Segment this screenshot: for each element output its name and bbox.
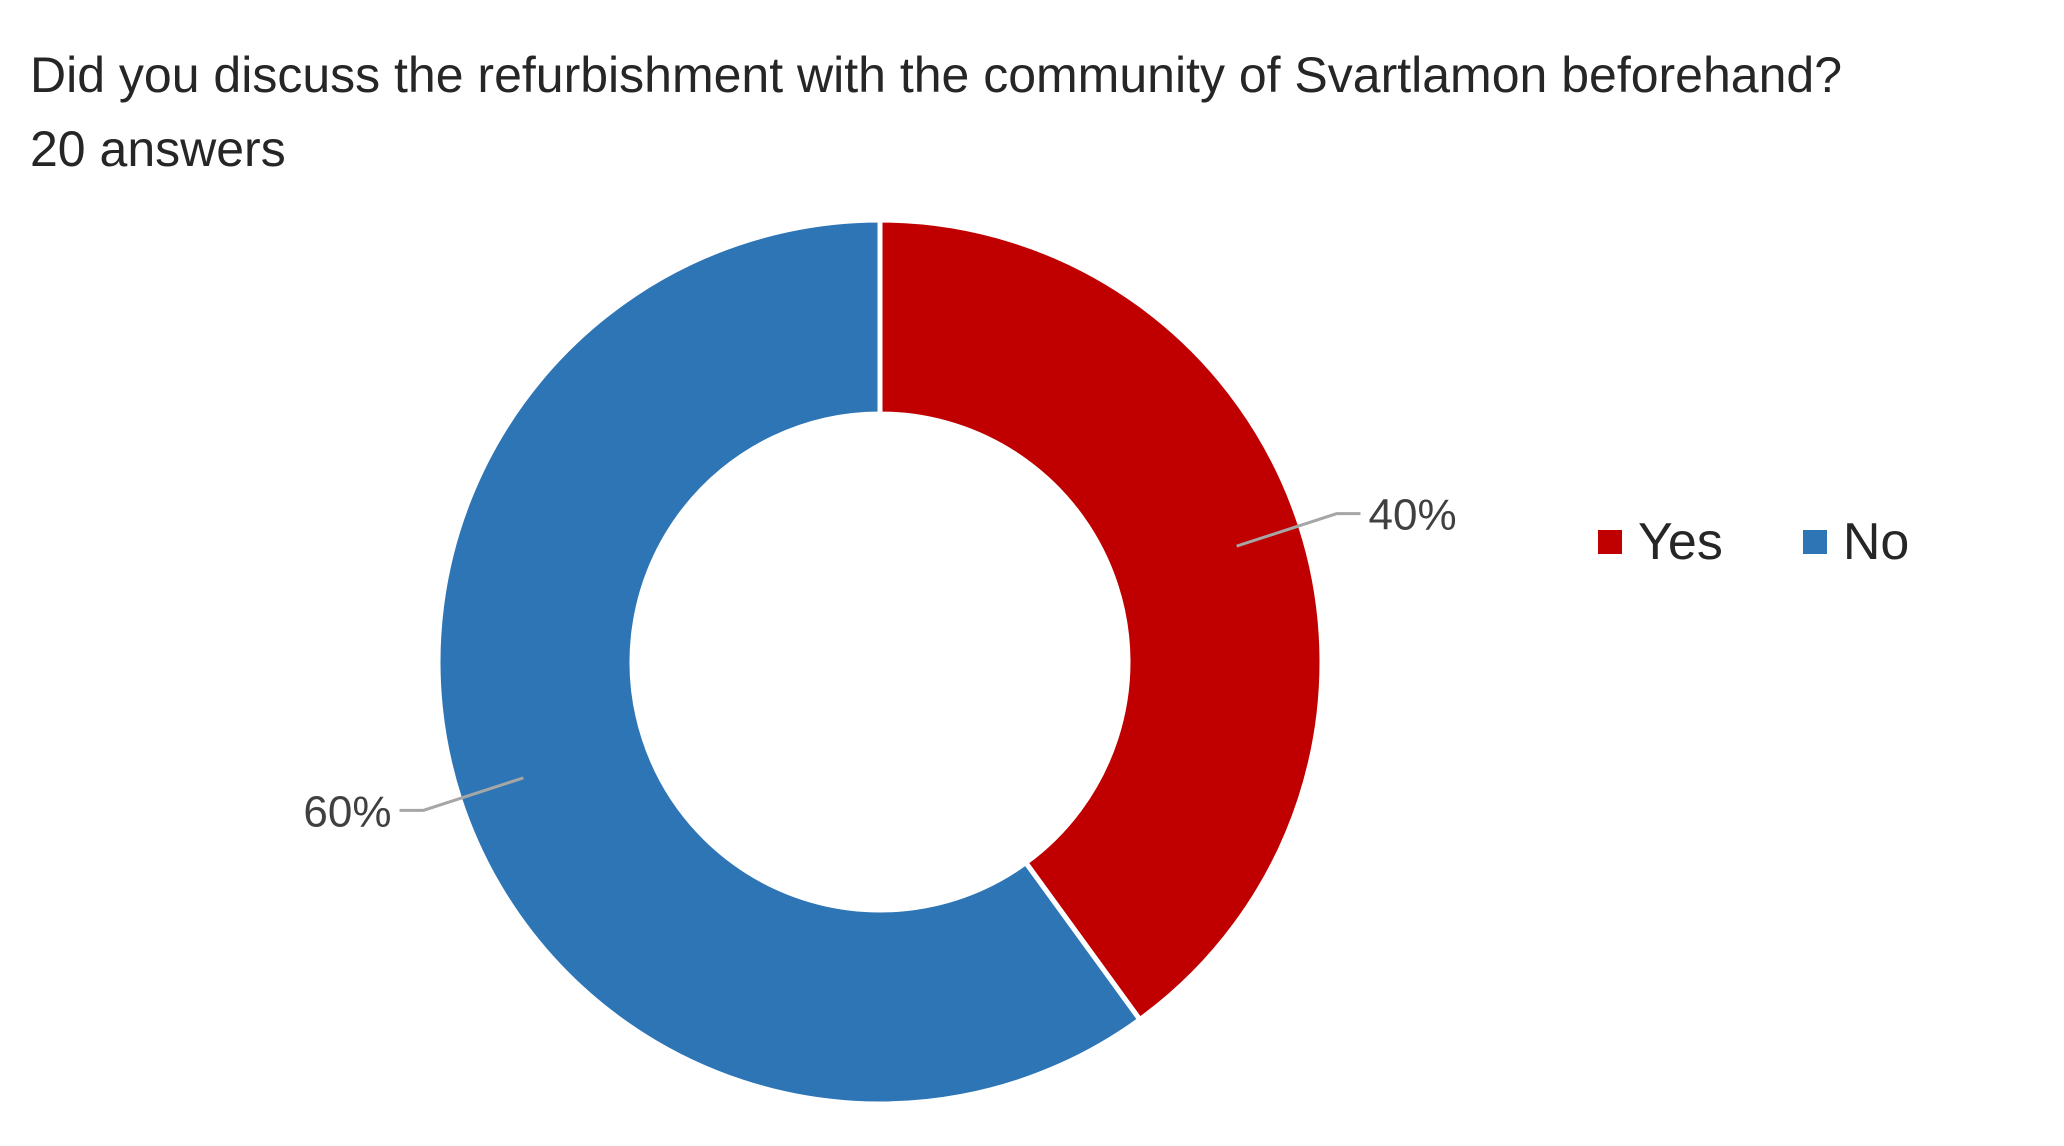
leader-line-no bbox=[399, 776, 524, 812]
data-label-yes: 40% bbox=[1369, 491, 1457, 540]
legend-swatch-no bbox=[1802, 530, 1827, 554]
chart-title-block: Did you discuss the refurbishment with t… bbox=[30, 38, 1842, 186]
legend-item-no: No bbox=[1802, 512, 1910, 572]
legend-label-yes: Yes bbox=[1638, 513, 1723, 571]
leader-line-yes bbox=[1236, 512, 1361, 548]
legend: Yes No bbox=[1598, 512, 1909, 572]
donut-slice-yes bbox=[877, 217, 1325, 1024]
legend-swatch-yes bbox=[1598, 530, 1622, 554]
chart-title: Did you discuss the refurbishment with t… bbox=[30, 47, 1843, 103]
donut-slices bbox=[435, 217, 1325, 1107]
legend-label-no: No bbox=[1842, 513, 1910, 571]
leader-lines bbox=[399, 512, 1361, 812]
chart-subtitle: 20 answers bbox=[30, 121, 286, 177]
legend-item-yes: Yes bbox=[1598, 512, 1723, 572]
donut-slice-no bbox=[435, 217, 1144, 1107]
data-label-no: 60% bbox=[303, 787, 391, 836]
data-labels: 40% 60% bbox=[303, 491, 1456, 837]
